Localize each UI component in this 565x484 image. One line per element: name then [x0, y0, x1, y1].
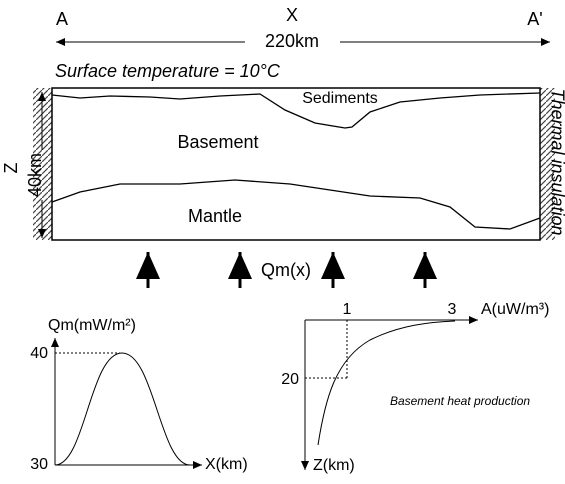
point-a: A — [56, 9, 68, 29]
caption: Basement heat production — [390, 394, 530, 408]
y-tick: 20 — [281, 371, 299, 388]
layer-label: Mantle — [188, 206, 242, 226]
diagram: A X A' 220km Surface temperature = 10°C … — [0, 0, 565, 479]
y-label: Z(km) — [313, 457, 355, 474]
heat-production-plot: 1 3 A(uW/m³) 20 Z(km) Basement heat prod… — [281, 301, 549, 474]
moho — [52, 180, 540, 229]
section: A X A' 220km Surface temperature = 10°C … — [1, 5, 565, 288]
curve — [318, 321, 455, 445]
x-label: A(uW/m³) — [481, 301, 549, 318]
section-box — [52, 88, 540, 240]
x-label: X(km) — [205, 456, 248, 473]
side-boundary: Thermal insulation — [547, 88, 565, 235]
y-label: Qm(mW/m²) — [48, 317, 136, 334]
width-label: 220km — [265, 31, 319, 51]
layer-label: Basement — [177, 132, 258, 152]
depth-axis: Z — [1, 163, 21, 174]
depth-label: 40km — [25, 153, 45, 197]
x-tick: 1 — [343, 301, 352, 318]
layer-label: Sediments — [302, 90, 378, 107]
point-a-prime: A' — [527, 9, 542, 29]
axis-label: X — [286, 5, 298, 25]
x-tick: 3 — [448, 301, 457, 318]
y-tick: 40 — [30, 345, 48, 362]
curve — [55, 353, 190, 465]
heat-flow-plot: Qm(mW/m²) 40 30 X(km) — [30, 317, 247, 473]
y-tick: 30 — [30, 456, 48, 473]
heat-flow: Qm(x) — [261, 260, 311, 280]
sediment-boundary — [52, 93, 540, 128]
surface-temperature: Surface temperature = 10°C — [55, 61, 281, 81]
